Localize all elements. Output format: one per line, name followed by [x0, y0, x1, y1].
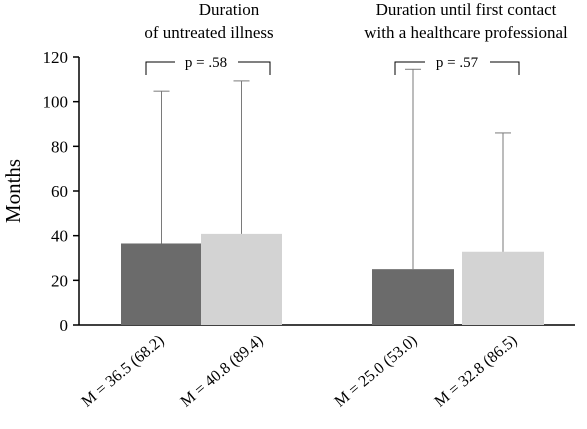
bar-1-1: [121, 243, 202, 325]
y-tick-label: 40: [51, 227, 68, 246]
panel-2-significance-bracket: [394, 61, 520, 75]
panel-2-title-line-2: with a healthcare professional: [364, 23, 568, 42]
panel-first-contact: Duration until first contact with a heal…: [332, 0, 568, 411]
panel-1-p-value: p = .58: [185, 55, 227, 71]
panel-2-bar-1-label: M = 25.0 (53.0): [332, 332, 421, 411]
panel-1-bar-1-label: M = 36.5 (68.2): [79, 332, 168, 411]
panel-2-bar-1-group: [372, 68, 454, 325]
panel-2-bar-2-label: M = 32.8 (86.5): [432, 332, 521, 411]
panel-1-title-line-2: of untreated illness: [144, 23, 273, 42]
panel-1-bar-2-label: M = 40.8 (89.4): [178, 332, 267, 411]
y-tick-label: 100: [43, 93, 69, 112]
panel-1-bar-1-group: [121, 90, 202, 325]
y-tick-label: 120: [43, 48, 69, 67]
panel-1-significance-bracket: [145, 61, 271, 75]
y-ticks: 0 20 40 60 80 100 120: [43, 48, 79, 335]
y-tick-label: 0: [60, 316, 69, 335]
panel-1-title-line-1: Duration: [199, 0, 260, 19]
y-tick-label: 20: [51, 271, 68, 290]
y-tick-label: 80: [51, 137, 68, 156]
panel-1-bar-2-group: [201, 80, 282, 325]
bar-2-2: [462, 251, 544, 325]
panel-2-bar-2-group: [462, 132, 544, 325]
y-tick-label: 60: [51, 182, 68, 201]
y-axis-label: Months: [1, 159, 25, 223]
bar-2-1: [372, 269, 454, 325]
panel-untreated-illness: Duration of untreated illness p = .58 M …: [79, 0, 282, 411]
bar-1-2: [201, 233, 282, 325]
panel-2-p-value: p = .57: [436, 55, 479, 71]
panel-2-title-line-1: Duration until first contact: [376, 0, 557, 19]
